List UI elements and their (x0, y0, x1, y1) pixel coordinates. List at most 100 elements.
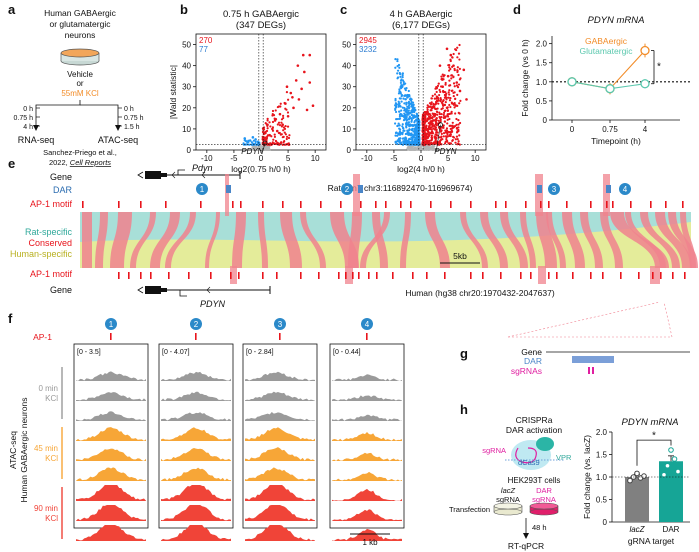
down-point (408, 128, 411, 131)
up-point (285, 85, 289, 89)
region-circle-4 (619, 183, 631, 195)
track-signal (245, 411, 315, 421)
ap1-tick-human (530, 272, 532, 279)
up-point (457, 52, 461, 55)
track-signal (245, 485, 315, 501)
up-point (282, 129, 285, 132)
ap1-tick-rat (340, 201, 342, 208)
down-point (404, 98, 407, 101)
up-point (435, 95, 439, 99)
down-point (406, 95, 409, 99)
up-point (426, 113, 430, 116)
down-point (407, 100, 411, 103)
ap1-tick-human (318, 272, 320, 279)
down-point (398, 124, 401, 127)
track-signal (161, 505, 231, 521)
up-point (449, 134, 452, 138)
ap1-tick-human (620, 272, 622, 279)
ap1-tick-rat (300, 201, 302, 208)
up-point (455, 117, 458, 121)
panel-label-a: a (8, 2, 16, 17)
up-point (448, 66, 451, 69)
up-point (281, 123, 284, 126)
ap1-tick-human (470, 272, 472, 279)
up-point (445, 92, 448, 95)
down-point (400, 85, 404, 89)
up-point (285, 135, 289, 138)
ap1-tick-human (352, 272, 354, 279)
ap1-tick-rat (612, 201, 614, 208)
ap1-tick-rat (320, 201, 322, 208)
y-tick-label: 20 (342, 104, 351, 113)
ap1-tick-rat (548, 201, 550, 208)
up-point (442, 135, 445, 138)
a-or: or (76, 79, 83, 88)
up-point (462, 68, 466, 72)
up-point (444, 101, 447, 104)
up-point (445, 98, 448, 101)
ns-point (423, 148, 426, 151)
up-point (438, 88, 441, 92)
x-tick-label: -10 (201, 154, 213, 163)
significance-star: * (657, 62, 661, 73)
dar-highlight (353, 174, 360, 216)
down-point (398, 130, 402, 133)
up-point (456, 46, 459, 49)
up-point (436, 84, 440, 87)
up-point (458, 112, 461, 115)
up-point (423, 122, 426, 125)
ap1-tick-human (482, 272, 484, 279)
up-point (449, 96, 452, 100)
down-point (412, 130, 415, 133)
f-side-label-1: ATAC-seq (8, 431, 18, 469)
track-signal (76, 427, 146, 441)
up-point (451, 89, 454, 92)
conserved-ribbon (258, 212, 268, 268)
down-point (404, 140, 408, 143)
ns-point (427, 148, 430, 151)
condition-label: 90 min (34, 504, 58, 513)
down-point (393, 122, 397, 125)
ap1-tick-rat (360, 201, 362, 208)
up-point (430, 97, 434, 100)
h-cells: HEK293T cells (508, 476, 561, 485)
h-lacz-1: lacZ (501, 486, 516, 495)
up-point (425, 127, 428, 131)
up-point (268, 133, 271, 137)
track-signal (161, 391, 231, 401)
down-point (394, 66, 397, 69)
up-point (435, 131, 438, 134)
condition-label: 45 min (34, 444, 58, 453)
up-point (441, 85, 444, 89)
up-point (455, 127, 458, 130)
down-point (243, 139, 246, 142)
down-point (394, 99, 397, 102)
ap1-tick-rat (282, 201, 284, 208)
ns-point (425, 148, 428, 151)
up-point (438, 115, 441, 119)
plot-frame (195, 33, 327, 151)
up-point (271, 129, 275, 132)
replicate-point (661, 471, 667, 478)
up-point (430, 138, 433, 141)
down-point (398, 133, 402, 136)
a-rna-seq: RNA-seq (18, 135, 55, 145)
x-tick-label: 5 (446, 154, 451, 163)
up-point (268, 121, 271, 124)
up-point (438, 136, 441, 139)
y-tick-label: 30 (182, 83, 191, 92)
conserved-ribbon (95, 212, 108, 268)
sig-bracket (636, 439, 672, 466)
up-point (430, 109, 433, 112)
up-point (444, 83, 447, 86)
up-point (437, 102, 440, 105)
panel-a: Human GABAergic or glutamatergic neurons… (14, 8, 144, 167)
y-tick-label: 0 (347, 146, 352, 155)
track-signal (245, 371, 315, 381)
down-point (397, 100, 400, 103)
up-point (433, 93, 437, 96)
up-point (429, 120, 432, 123)
up-point (271, 114, 274, 117)
up-point (423, 135, 426, 138)
